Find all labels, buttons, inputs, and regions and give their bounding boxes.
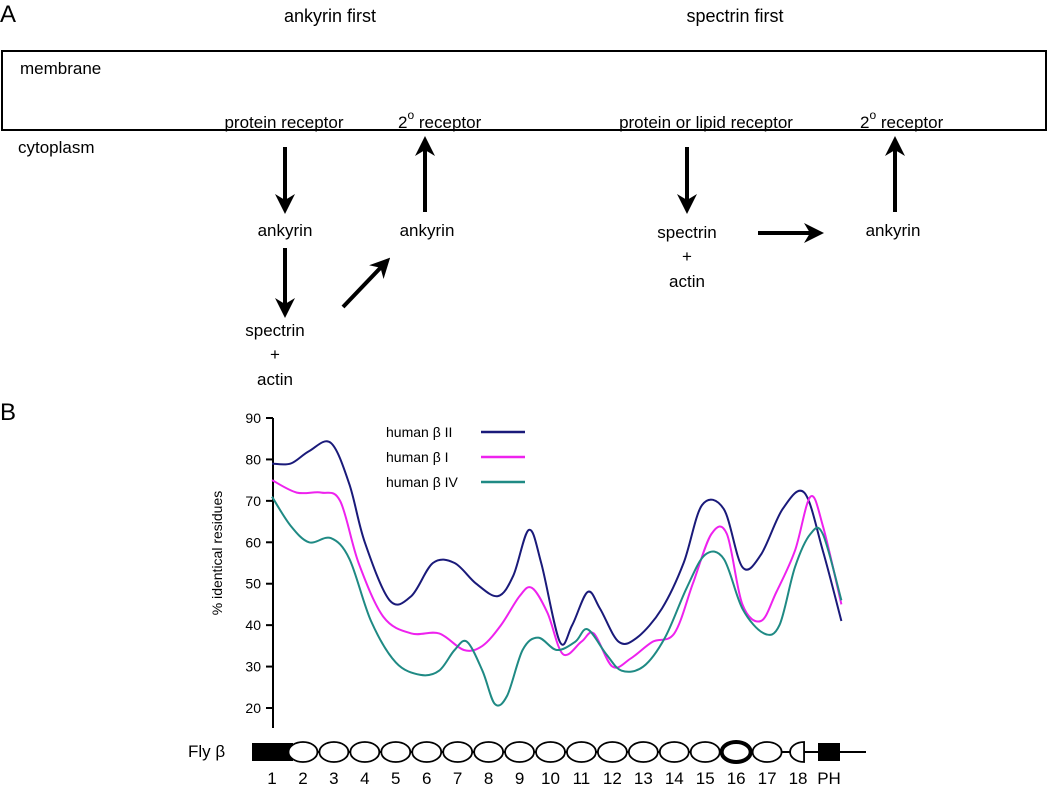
- domain-block-ph: [818, 743, 840, 761]
- membrane-label: membrane: [20, 59, 101, 78]
- domain-label: 8: [484, 769, 493, 788]
- domain-ellipse-12: [596, 741, 628, 763]
- secondary-receptor-left-num: 2: [398, 113, 407, 132]
- domain-ellipse-9: [504, 741, 535, 763]
- ankyrin-left-1: ankyrin: [258, 221, 313, 240]
- domain-label: 5: [391, 769, 400, 788]
- series-line-0: [271, 440, 843, 646]
- domain-label: 18: [789, 769, 808, 788]
- secondary-receptor-left: 2o receptor: [398, 108, 482, 132]
- domain-label: 16: [727, 769, 746, 788]
- secondary-receptor-right-text: receptor: [876, 113, 943, 132]
- secondary-receptor-right-sup: o: [869, 108, 876, 122]
- domain-label: 13: [634, 769, 653, 788]
- domain-ellipse-5: [380, 741, 412, 763]
- secondary-receptor-left-text: receptor: [414, 113, 481, 132]
- domain-label: 1: [267, 769, 276, 788]
- y-tick-label: 20: [245, 700, 261, 716]
- y-tick-label: 60: [245, 534, 261, 550]
- y-tick-label: 90: [245, 410, 261, 426]
- y-tick-label: 40: [245, 617, 261, 633]
- actin-right: actin: [669, 272, 705, 291]
- y-tick-label: 30: [245, 659, 261, 675]
- panel-b: B % identical residues 2030405060708090 …: [0, 399, 866, 788]
- domain-label: 17: [758, 769, 777, 788]
- domain-label: 14: [665, 769, 684, 788]
- panel-a: A ankyrin first spectrin first membrane …: [0, 1, 1047, 389]
- arrow-spectrin-to-ankyrin: [341, 257, 391, 309]
- domain-label: 11: [573, 769, 591, 788]
- domain-ellipse-7: [442, 741, 474, 763]
- membrane-box: [1, 50, 1047, 131]
- y-tick-label: 80: [245, 451, 261, 467]
- domain-ellipse-4: [349, 741, 381, 763]
- series-lines: [271, 440, 843, 707]
- domain-label: 2: [298, 769, 307, 788]
- actin-left: actin: [257, 370, 293, 389]
- y-tick-label: 50: [245, 576, 261, 592]
- spectrin-first-title: spectrin first: [686, 6, 783, 26]
- spectrin-left: spectrin: [245, 321, 305, 340]
- legend-label-1: human β I: [386, 449, 449, 465]
- domain-labels: 1 2 3 4 5 6 7 8 9 10 11 12 13 14 15 16 17 18 PH: [267, 769, 841, 788]
- domain-label: 10: [541, 769, 560, 788]
- domain-ellipse-17: [751, 741, 783, 763]
- series-line-1: [271, 479, 843, 669]
- protein-or-lipid-receptor-label: protein or lipid receptor: [619, 113, 793, 132]
- legend-label-0: human β II: [386, 424, 452, 440]
- domain-ellipse-6: [411, 741, 443, 763]
- domain-ellipses: [287, 740, 805, 764]
- y-axis-label: % identical residues: [209, 491, 225, 616]
- secondary-receptor-right: 2o receptor: [860, 108, 944, 132]
- domain-ellipse-15: [689, 741, 721, 763]
- legend-label-2: human β IV: [386, 474, 459, 490]
- ankyrin-left-2: ankyrin: [400, 221, 455, 240]
- domain-block-1: [252, 743, 293, 761]
- legend: human β II human β I human β IV: [386, 424, 525, 490]
- domain-label: 15: [696, 769, 715, 788]
- fly-beta-label: Fly β: [188, 742, 225, 761]
- plus-left: +: [270, 345, 280, 364]
- protein-receptor-label: protein receptor: [224, 113, 343, 132]
- domain-label: 3: [329, 769, 338, 788]
- domain-ellipse-13: [627, 741, 659, 763]
- secondary-receptor-left-sup: o: [407, 108, 414, 122]
- domain-label: 9: [515, 769, 524, 788]
- ankyrin-first-title: ankyrin first: [284, 6, 376, 26]
- ankyrin-right: ankyrin: [866, 221, 921, 240]
- spectrin-right: spectrin: [657, 223, 717, 242]
- plus-right: +: [682, 247, 692, 266]
- domain-label: PH: [817, 769, 841, 788]
- y-tick-label: 70: [245, 493, 261, 509]
- domain-ellipse-8: [473, 741, 505, 763]
- secondary-receptor-right-num: 2: [860, 113, 869, 132]
- domain-label: 4: [360, 769, 369, 788]
- domain-ellipse-11: [566, 741, 597, 763]
- cytoplasm-label: cytoplasm: [18, 138, 95, 157]
- domain-ellipse-3: [318, 741, 350, 763]
- domain-ellipse-14: [658, 741, 690, 763]
- domain-ellipse-16: [719, 740, 753, 764]
- domain-label: 7: [453, 769, 462, 788]
- y-ticks: 20 30 40 50 60 70 80 90: [245, 410, 273, 716]
- panel-b-label: B: [0, 399, 16, 426]
- domain-label: 12: [603, 769, 622, 788]
- series-line-2: [271, 496, 843, 707]
- domain-label: 6: [422, 769, 431, 788]
- panel-a-label: A: [0, 1, 16, 28]
- domain-ellipse-18: [789, 741, 805, 763]
- domain-ellipse-2: [287, 741, 319, 763]
- domain-ellipse-10: [535, 741, 566, 763]
